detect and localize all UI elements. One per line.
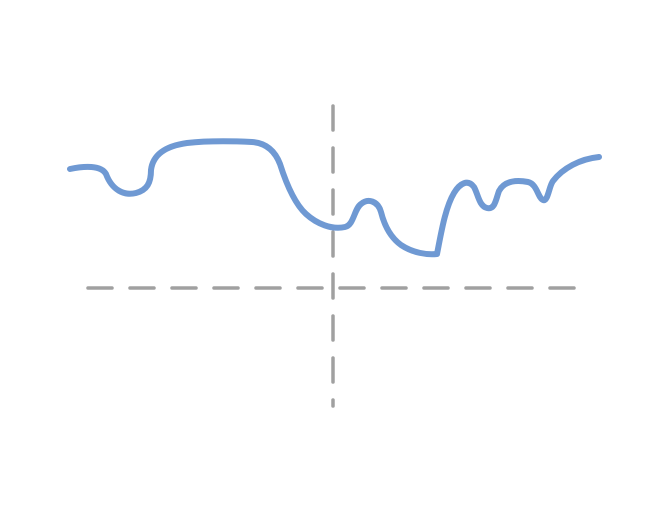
curve-line <box>67 138 602 258</box>
